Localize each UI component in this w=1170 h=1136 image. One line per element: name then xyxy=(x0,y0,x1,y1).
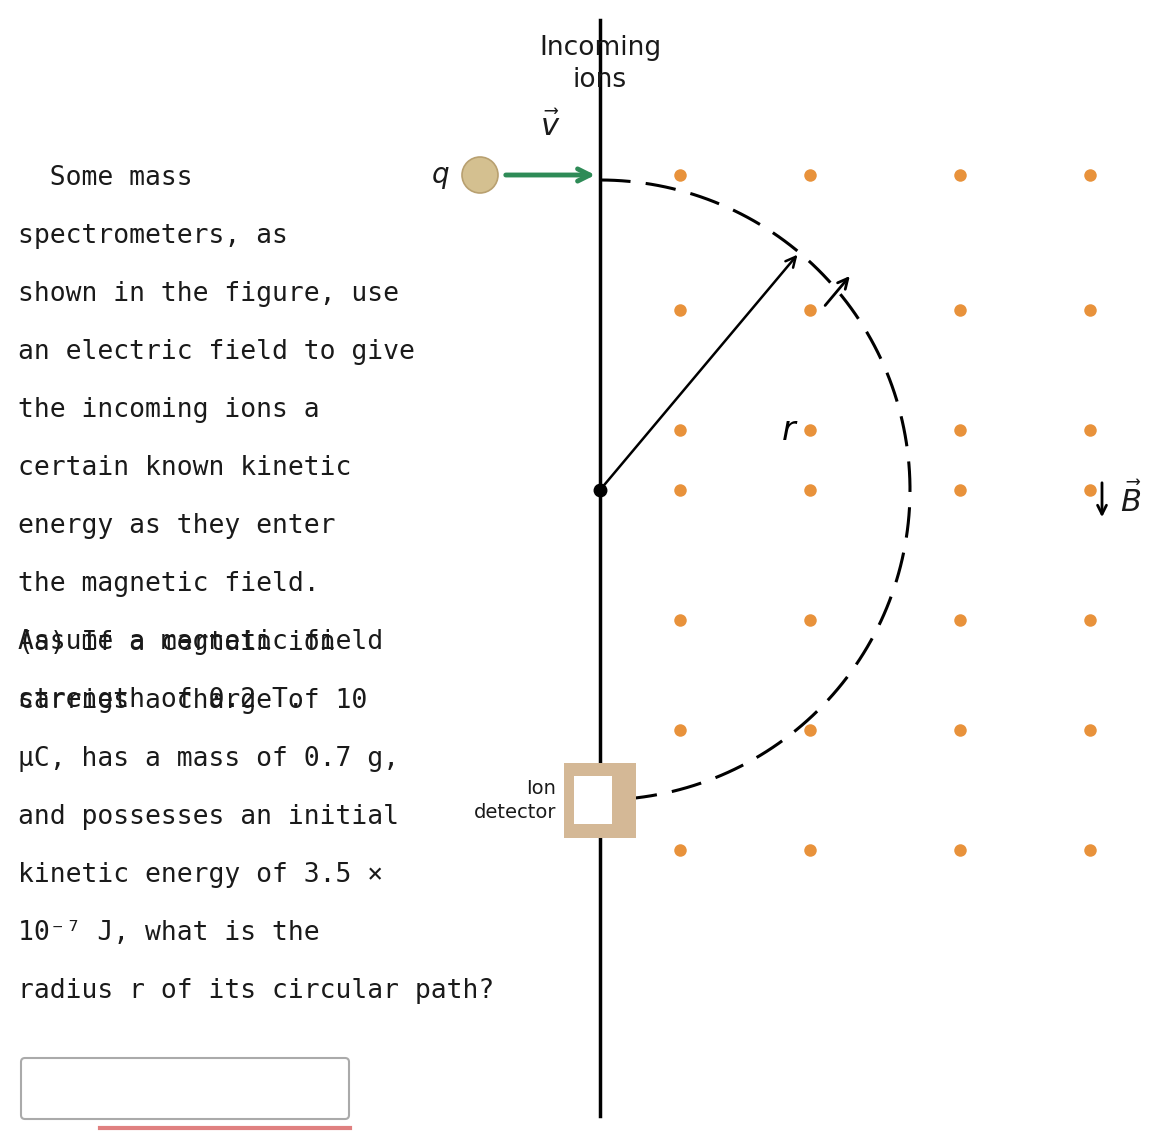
Text: strength of 0.2 T.: strength of 0.2 T. xyxy=(18,687,304,713)
Text: $q$: $q$ xyxy=(432,162,450,191)
Text: Some mass: Some mass xyxy=(18,165,193,191)
Text: energy as they enter: energy as they enter xyxy=(18,513,336,538)
Text: Incoming
ions: Incoming ions xyxy=(539,35,661,93)
Bar xyxy=(564,763,636,838)
Text: and possesses an initial: and possesses an initial xyxy=(18,804,399,830)
Bar xyxy=(574,776,612,824)
Text: Ion: Ion xyxy=(526,778,556,797)
Text: radius r of its circular path?: radius r of its circular path? xyxy=(18,978,494,1004)
Text: spectrometers, as: spectrometers, as xyxy=(18,223,288,249)
Text: the magnetic field.: the magnetic field. xyxy=(18,571,319,598)
Text: the incoming ions a: the incoming ions a xyxy=(18,396,319,423)
Text: $\vec{B}$: $\vec{B}$ xyxy=(1120,482,1142,518)
Text: 10⁻⁷ J, what is the: 10⁻⁷ J, what is the xyxy=(18,920,319,946)
Text: Assume a magnetic field: Assume a magnetic field xyxy=(18,629,383,655)
Text: (a) If a certain ion: (a) If a certain ion xyxy=(18,630,336,655)
Text: μC, has a mass of 0.7 g,: μC, has a mass of 0.7 g, xyxy=(18,746,399,772)
Text: kinetic energy of 3.5 ×: kinetic energy of 3.5 × xyxy=(18,862,383,888)
Text: $\vec{v}$: $\vec{v}$ xyxy=(539,111,560,142)
Text: $r$: $r$ xyxy=(782,414,799,446)
Text: detector: detector xyxy=(474,802,556,821)
FancyBboxPatch shape xyxy=(21,1058,349,1119)
Text: carries a charge of 10: carries a charge of 10 xyxy=(18,688,367,715)
Text: an electric field to give: an electric field to give xyxy=(18,339,415,365)
Circle shape xyxy=(462,157,498,193)
Text: shown in the figure, use: shown in the figure, use xyxy=(18,281,399,307)
Text: certain known kinetic: certain known kinetic xyxy=(18,456,351,481)
